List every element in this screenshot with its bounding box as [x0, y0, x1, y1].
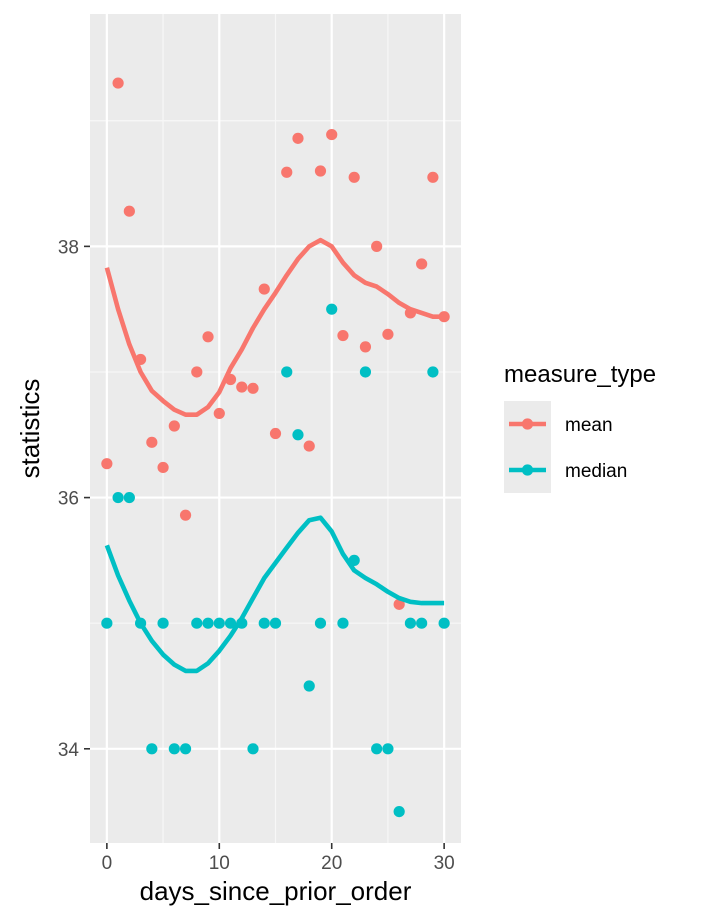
- point-median: [382, 743, 394, 755]
- point-median: [213, 617, 225, 629]
- point-mean: [168, 420, 180, 432]
- legend-item-median: median: [504, 447, 627, 493]
- point-mean: [146, 436, 158, 448]
- x-tick-label: 0: [102, 853, 113, 874]
- series-median: [101, 303, 450, 818]
- point-median: [371, 743, 383, 755]
- point-median: [224, 617, 237, 629]
- point-mean: [213, 407, 225, 420]
- point-median: [281, 366, 293, 378]
- point-median: [359, 366, 372, 378]
- x-tick-label: 10: [209, 853, 230, 874]
- point-mean: [416, 258, 428, 270]
- x-axis-title: days_since_prior_order: [140, 876, 412, 906]
- legend-title: measure_type: [504, 361, 656, 388]
- point-median: [191, 617, 203, 629]
- point-median: [123, 491, 135, 504]
- point-median: [427, 366, 439, 378]
- legend: measure_type mean median: [504, 361, 656, 493]
- point-median: [326, 303, 338, 315]
- point-mean: [191, 366, 203, 378]
- point-mean: [314, 165, 327, 177]
- point-median: [179, 743, 192, 755]
- point-median: [337, 617, 349, 629]
- axes: 0 10 20 30 34 36 38: [58, 237, 455, 874]
- point-mean: [382, 328, 394, 340]
- legend-item-mean: mean: [504, 401, 613, 447]
- point-mean: [236, 381, 248, 393]
- point-median: [416, 617, 428, 629]
- point-median: [168, 743, 180, 755]
- y-axis-title: statistics: [15, 379, 45, 479]
- point-median: [146, 743, 158, 755]
- point-mean: [112, 77, 124, 89]
- smooth-line-mean: [104, 237, 445, 417]
- point-mean: [123, 205, 135, 217]
- point-mean: [438, 311, 450, 323]
- x-tick-label: 30: [434, 853, 455, 874]
- point-median: [101, 617, 113, 629]
- point-mean: [326, 128, 338, 141]
- y-tick-label: 34: [58, 740, 80, 761]
- legend-label: median: [565, 461, 627, 482]
- point-median: [393, 805, 405, 818]
- point-median: [404, 617, 417, 629]
- point-median: [438, 617, 450, 629]
- marks: [101, 77, 450, 818]
- smooth-line-median: [104, 515, 445, 674]
- point-median: [202, 617, 214, 629]
- point-mean: [348, 171, 360, 183]
- legend-label: mean: [565, 415, 613, 436]
- point-mean: [303, 440, 315, 452]
- point-median: [314, 617, 327, 629]
- point-median: [269, 617, 282, 629]
- point-median: [258, 617, 270, 629]
- point-mean: [393, 598, 405, 610]
- x-tick-label: 20: [321, 853, 342, 874]
- point-mean: [101, 458, 113, 470]
- point-mean: [202, 331, 214, 343]
- legend-key-point: [521, 418, 534, 430]
- point-mean: [359, 341, 372, 353]
- point-mean: [427, 171, 439, 183]
- series-mean: [101, 77, 450, 610]
- point-mean: [179, 509, 192, 521]
- point-mean: [258, 283, 270, 295]
- point-mean: [292, 132, 304, 144]
- point-median: [157, 617, 169, 629]
- y-tick-label: 36: [58, 489, 79, 510]
- point-median: [112, 491, 124, 504]
- legend-items: mean median: [504, 401, 627, 493]
- point-mean: [157, 461, 169, 474]
- point-mean: [337, 329, 349, 342]
- point-mean: [281, 166, 293, 178]
- point-mean: [371, 240, 383, 252]
- y-tick-label: 38: [58, 237, 79, 258]
- point-median: [247, 743, 259, 755]
- point-mean: [269, 427, 282, 440]
- point-mean: [247, 382, 259, 394]
- point-median: [292, 429, 304, 441]
- point-median: [303, 680, 315, 692]
- legend-key-point: [521, 464, 534, 476]
